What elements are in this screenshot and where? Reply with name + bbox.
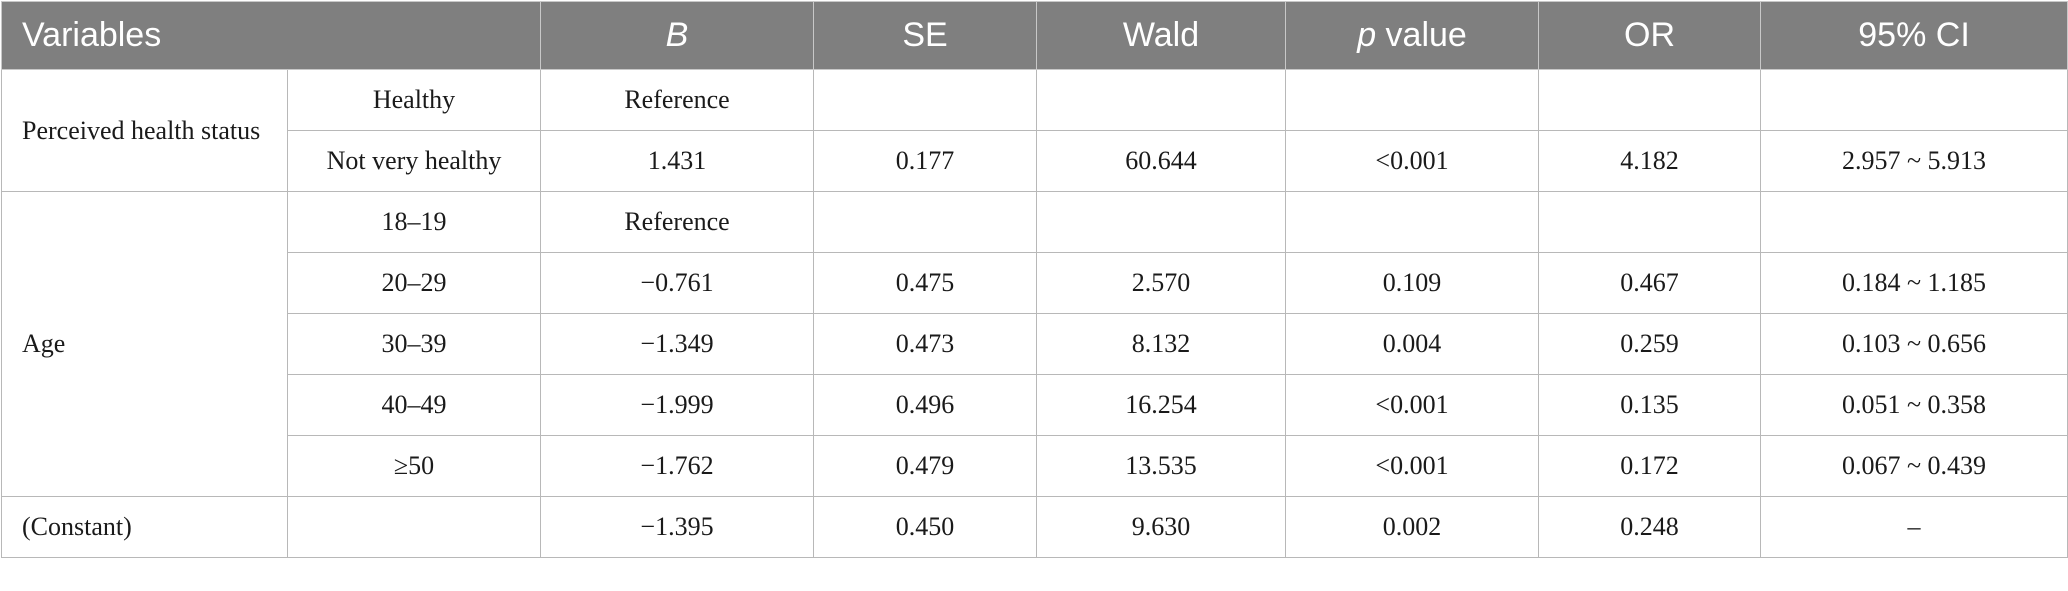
cell-p: <0.001 xyxy=(1285,130,1540,192)
cell-wald: 13.535 xyxy=(1036,435,1287,497)
cell-b: −0.761 xyxy=(540,252,815,314)
header-p-value: p value xyxy=(1285,1,1540,70)
cell-se: 0.473 xyxy=(813,313,1038,375)
cell-wald xyxy=(1036,69,1287,131)
cell-wald xyxy=(1036,191,1287,253)
cell-or: 0.467 xyxy=(1538,252,1762,314)
header-variables: Variables xyxy=(0,1,542,70)
cell-p: 0.004 xyxy=(1285,313,1540,375)
header-b-label: B xyxy=(665,16,689,54)
table-row: Not very healthy 1.431 0.177 60.644 <0.0… xyxy=(2,130,2068,192)
cell-or: 0.135 xyxy=(1538,374,1762,436)
cell-p xyxy=(1285,191,1540,253)
header-p-rest: value xyxy=(1376,16,1467,54)
cell-se: 0.479 xyxy=(813,435,1038,497)
row-level: 20–29 xyxy=(286,252,542,314)
row-level: Healthy xyxy=(286,69,542,131)
row-level xyxy=(286,496,542,558)
cell-or xyxy=(1538,191,1762,253)
cell-se xyxy=(813,191,1038,253)
row-level: Not very healthy xyxy=(286,130,542,192)
header-row: Variables B SE Wald p value OR 95% CI xyxy=(0,1,2068,70)
table-row: Age 18–19 Reference xyxy=(1,191,2068,497)
cell-p: <0.001 xyxy=(1285,374,1540,436)
table-row: Perceived health status Healthy Referenc… xyxy=(1,69,2068,192)
cell-ci xyxy=(1760,191,2068,253)
cell-or xyxy=(1538,69,1762,131)
header-p-italic: p xyxy=(1357,16,1377,54)
cell-se: 0.450 xyxy=(813,496,1038,558)
cell-ci: 0.103 ~ 0.656 xyxy=(1760,313,2068,375)
cell-ci: 0.184 ~ 1.185 xyxy=(1760,252,2068,314)
cell-b: 1.431 xyxy=(540,130,815,192)
cell-wald: 8.132 xyxy=(1036,313,1287,375)
cell-p xyxy=(1285,69,1540,131)
cell-or: 4.182 xyxy=(1538,130,1762,192)
cell-ci: 0.067 ~ 0.439 xyxy=(1760,435,2068,497)
cell-se: 0.177 xyxy=(813,130,1038,192)
table-row: 20–29 −0.761 0.475 2.570 0.109 0.467 0.1… xyxy=(2,252,2068,314)
cell-or: 0.172 xyxy=(1538,435,1762,497)
header-wald: Wald xyxy=(1036,1,1287,70)
row-level: 40–49 xyxy=(286,374,542,436)
header-ci: 95% CI xyxy=(1760,1,2068,70)
cell-wald: 2.570 xyxy=(1036,252,1287,314)
cell-ci: 0.051 ~ 0.358 xyxy=(1760,374,2068,436)
table-row: ≥50 −1.762 0.479 13.535 <0.001 0.172 0.0… xyxy=(2,435,2068,497)
cell-ci: – xyxy=(1760,496,2068,558)
header-b: B xyxy=(540,1,815,70)
cell-ci xyxy=(1760,69,2068,131)
header-se: SE xyxy=(813,1,1038,70)
row-level: ≥50 xyxy=(286,435,542,497)
cell-p: 0.109 xyxy=(1285,252,1540,314)
regression-table: Variables B SE Wald p value OR 95% CI Pe… xyxy=(0,1,2068,558)
cell-se: 0.475 xyxy=(813,252,1038,314)
cell-or: 0.259 xyxy=(1538,313,1762,375)
cell-wald: 60.644 xyxy=(1036,130,1287,192)
cell-se: 0.496 xyxy=(813,374,1038,436)
cell-ci: 2.957 ~ 5.913 xyxy=(1760,130,2068,192)
header-or: OR xyxy=(1538,1,1762,70)
cell-b: −1.395 xyxy=(540,496,815,558)
cell-b: −1.349 xyxy=(540,313,815,375)
table-row: 30–39 −1.349 0.473 8.132 0.004 0.259 0.1… xyxy=(2,313,2068,375)
group-perceived-health: Perceived health status xyxy=(1,69,288,192)
cell-se xyxy=(813,69,1038,131)
cell-b: −1.762 xyxy=(540,435,815,497)
cell-wald: 9.630 xyxy=(1036,496,1287,558)
row-level: 18–19 xyxy=(286,191,542,253)
cell-or: 0.248 xyxy=(1538,496,1762,558)
cell-p: <0.001 xyxy=(1285,435,1540,497)
cell-b: Reference xyxy=(540,191,815,253)
table-row: 40–49 −1.999 0.496 16.254 <0.001 0.135 0… xyxy=(2,374,2068,436)
row-level: 30–39 xyxy=(286,313,542,375)
cell-b: Reference xyxy=(540,69,815,131)
group-constant: (Constant) xyxy=(1,496,288,558)
table-row: (Constant) −1.395 0.450 9.630 0.002 0.24… xyxy=(1,496,2068,558)
cell-p: 0.002 xyxy=(1285,496,1540,558)
cell-b: −1.999 xyxy=(540,374,815,436)
cell-wald: 16.254 xyxy=(1036,374,1287,436)
group-age: Age xyxy=(1,191,288,497)
